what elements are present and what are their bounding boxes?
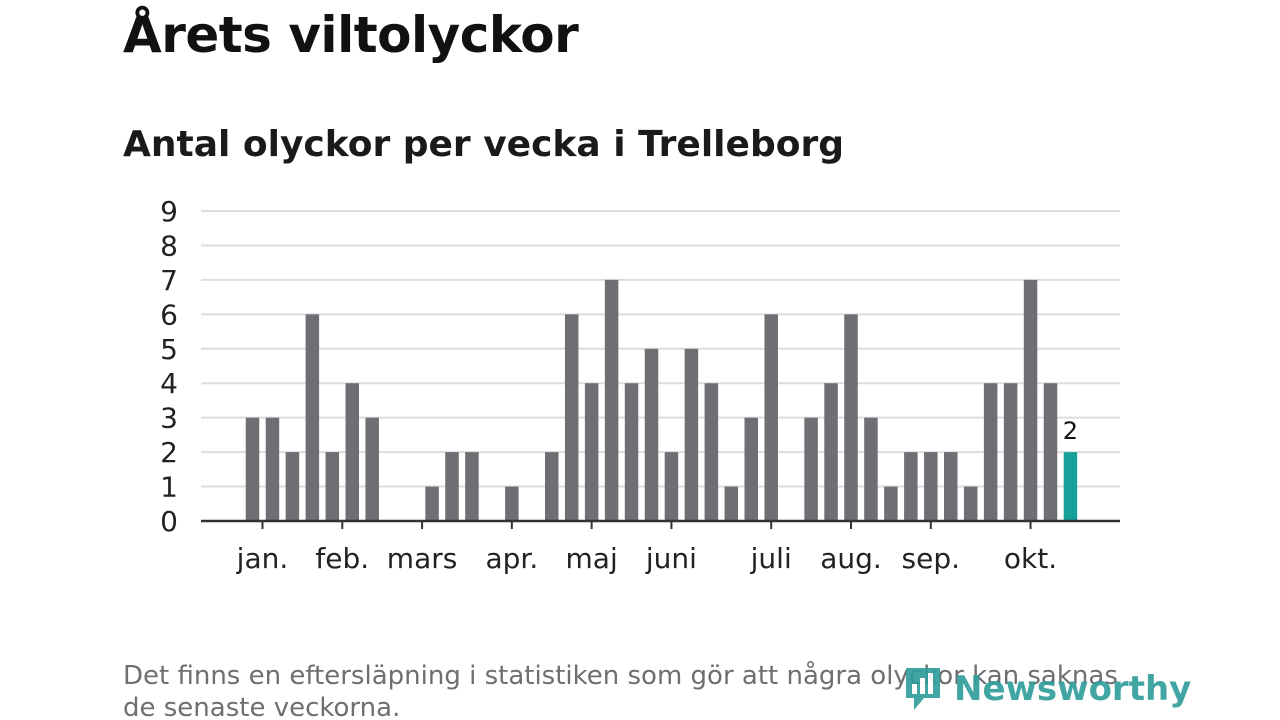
newsworthy-logo: Newsworthy (902, 664, 1191, 714)
bar (864, 417, 878, 521)
bar (325, 452, 340, 521)
bar (664, 452, 679, 521)
data-label: 2 (1063, 417, 1078, 445)
bar (465, 452, 479, 521)
bar (1003, 383, 1018, 521)
chart-subtitle: Antal olyckor per vecka i Trelleborg (123, 124, 844, 165)
bar (684, 348, 699, 521)
page-title: Årets viltolyckor (123, 6, 579, 64)
bar (624, 383, 639, 521)
bar-highlight (1063, 452, 1078, 521)
x-tick-label: aug. (820, 542, 882, 575)
x-tick-label: feb. (315, 542, 369, 575)
y-tick-label: 1 (160, 471, 178, 504)
bar (904, 452, 918, 521)
bar (844, 314, 858, 521)
x-tick-label: apr. (485, 542, 538, 575)
x-tick-label: juni (645, 542, 697, 575)
bar (245, 417, 260, 521)
bar (644, 348, 659, 521)
bar (924, 452, 938, 521)
bar (764, 314, 778, 521)
y-tick-label: 5 (160, 333, 178, 366)
y-tick-label: 2 (160, 436, 178, 469)
bar (345, 383, 359, 521)
bar (704, 383, 719, 521)
bar (963, 486, 978, 521)
x-tick-label: okt. (1004, 542, 1057, 575)
bar (744, 417, 758, 521)
x-tick-label: juli (750, 542, 792, 575)
bar (824, 383, 838, 521)
x-tick-label: jan. (236, 542, 289, 575)
y-tick-label: 9 (160, 195, 178, 228)
bar (604, 279, 619, 521)
brand-name: Newsworthy (954, 669, 1192, 709)
y-tick-label: 6 (160, 298, 178, 331)
bar (1023, 279, 1038, 521)
bar (983, 383, 998, 521)
x-tick-label: sep. (902, 542, 961, 575)
bar (505, 486, 519, 521)
y-tick-label: 3 (160, 402, 178, 435)
bar (445, 452, 459, 521)
bar (425, 486, 439, 521)
bar (804, 417, 818, 521)
bar (584, 383, 599, 521)
bar (1043, 383, 1058, 521)
bar (545, 452, 559, 521)
bar (884, 486, 898, 521)
bar (365, 417, 379, 521)
x-tick-label: mars (387, 542, 458, 575)
y-tick-label: 7 (160, 264, 178, 297)
bar (944, 452, 958, 521)
y-tick-label: 8 (160, 229, 178, 262)
newsworthy-logo-icon (906, 668, 940, 710)
bar (285, 452, 300, 521)
bar (724, 486, 739, 521)
y-tick-label: 4 (160, 367, 178, 400)
bar (564, 314, 579, 521)
footnote: Det finns en eftersläpning i statistiken… (123, 661, 1118, 720)
bar (265, 417, 280, 521)
y-tick-label: 0 (160, 505, 178, 538)
x-tick-label: maj (566, 542, 618, 575)
bar (305, 314, 320, 521)
